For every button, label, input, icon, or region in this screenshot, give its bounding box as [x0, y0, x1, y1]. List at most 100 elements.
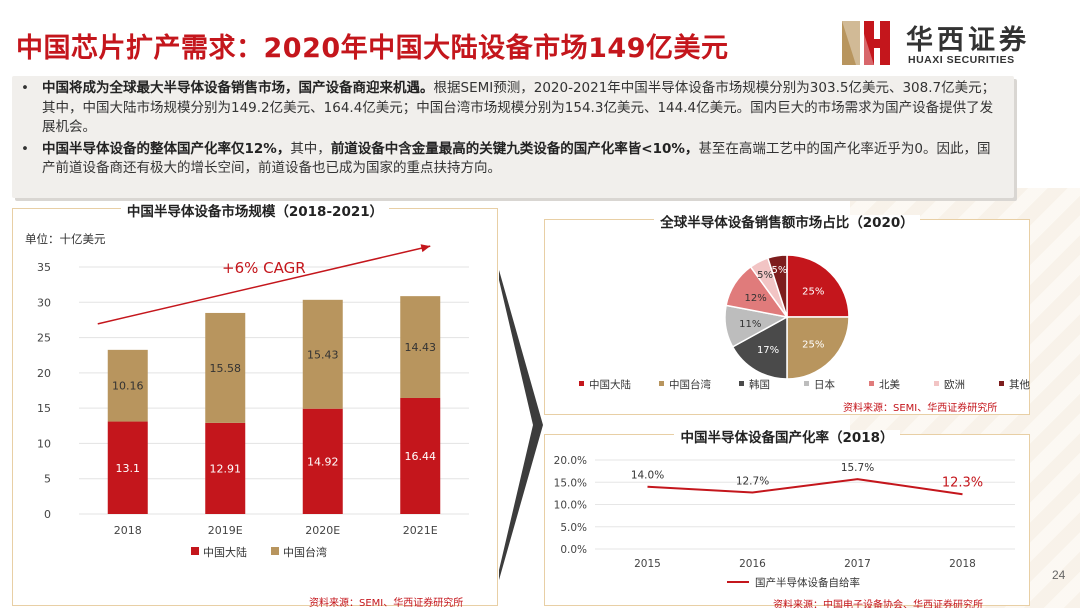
x-tick-label: 2015: [634, 558, 661, 570]
point-label: 15.7%: [841, 462, 874, 474]
source-note: 资料来源：SEMI、华西证券研究所: [843, 403, 998, 414]
y-tick-label: 0.0%: [560, 544, 587, 556]
source-note: 资料来源：SEMI、华西证券研究所: [309, 598, 464, 608]
point-label: 12.7%: [736, 475, 769, 487]
line-chart-panel: 中国半导体设备国产化率（2018） 0.0% 5.0% 10.0% 15.0% 20.0…: [544, 430, 1030, 608]
legend-swatch: [869, 381, 874, 386]
x-tick-label: 2017: [844, 558, 871, 570]
y-tick-label: 20: [37, 367, 51, 380]
x-tick-label: 2019E: [208, 524, 243, 537]
y-tick-label: 35: [37, 261, 51, 274]
legend-label: 中国台湾: [283, 545, 327, 559]
bullet-bold-text: 前道设备中含金量最高的关键九类设备的国产化率皆<10%，: [330, 140, 699, 157]
y-tick-label: 15.0%: [554, 477, 587, 489]
bar-segment: [205, 422, 246, 514]
point-label: 12.3%: [942, 475, 983, 490]
bullet-text: 根据SEMI预测，2020-2021年中国半导体设备市场规模分别为303.5亿美…: [42, 80, 996, 135]
legend-label: 其他: [1009, 378, 1031, 391]
legend-label: 国产半导体设备自给率: [755, 576, 860, 589]
brand-name-english: HUAXI SECURITIES: [908, 54, 1015, 66]
legend-label: 欧洲: [944, 379, 965, 391]
bullet-text: 其中，: [290, 140, 331, 157]
bar-segment: [302, 299, 343, 409]
bullet-text: 甚至在高端工艺中的国产化率近乎为0。因此，国产前道设备商还有极大的增长空间，前道…: [42, 140, 991, 177]
bar-value-label: 13.1: [116, 462, 141, 475]
pie-chart: 25% 25% 17% 11% 12% 5%5% 中国大陆 中国台湾 韩国 日本 北美 欧洲 其他: [579, 254, 1031, 391]
bar-segment: [400, 296, 441, 398]
legend-label: 北美: [879, 378, 900, 391]
brand-name: 华西证券: [906, 25, 1030, 56]
bar-segment: [107, 421, 148, 514]
legend-label: 日本: [814, 378, 835, 391]
bullet-bold-text: 中国将成为全球最大半导体设备销售市场，国产设备商迎来机遇。: [42, 80, 434, 96]
legend-swatch: [659, 381, 664, 386]
y-tick-label: 5.0%: [560, 522, 587, 534]
y-tick-label: 10.0%: [554, 500, 587, 512]
legend-label: 中国台湾: [669, 378, 711, 391]
bar-chart-title: 中国半导体设备市场规模（2018-2021）: [13, 200, 497, 220]
x-tick-label: 2021E: [403, 524, 438, 537]
cagr-arrow-line: [97, 245, 431, 325]
unit-label: 单位：十亿美元: [25, 232, 106, 246]
bar-value-label: 14.43: [405, 341, 437, 354]
pie-slice: [786, 254, 850, 318]
legend-label: 中国大陆: [589, 378, 631, 391]
pie-slice-label: 5%: [757, 270, 773, 281]
x-tick-label: 2016: [739, 558, 766, 570]
bullet-item: 中国半导体设备的整体国产化率仅12%，其中，前道设备中含金量最高的关键九类设备的…: [21, 140, 1004, 179]
x-tick-label: 2018: [114, 524, 142, 537]
cagr-arrow-head: [420, 244, 431, 253]
page-title: 中国芯片扩产需求：2020年中国大陆设备市场149亿美元: [16, 33, 729, 64]
x-tick-label: 2018: [949, 558, 976, 570]
bar-value-label: 16.44: [405, 450, 437, 463]
bullet-bold-text: 中国半导体设备的整体国产化率仅12%，: [42, 140, 291, 157]
summary-box: 中国将成为全球最大半导体设备销售市场，国产设备商迎来机遇。根据SEMI预测，20…: [12, 76, 1014, 198]
bar-value-label: 15.58: [210, 362, 242, 375]
legend-swatch: [271, 547, 279, 555]
x-tick-label: 2020E: [305, 524, 340, 537]
point-label: 14.0%: [631, 470, 664, 482]
bar-segment: [302, 408, 343, 514]
page-number: 24: [1052, 568, 1066, 582]
pie-slice-label: 17%: [757, 345, 779, 356]
bar-segment: [400, 397, 441, 514]
legend-label: 中国大陆: [203, 545, 247, 559]
pie-slice-label: 25%: [802, 339, 824, 350]
legend-label: 韩国: [749, 378, 770, 391]
y-tick-label: 10: [37, 437, 51, 450]
bar-chart-panel: 中国半导体设备市场规模（2018-2021） 单位：十亿美元 0 5 10 15 20 2…: [12, 204, 498, 608]
pie-chart-panel: 全球半导体设备销售额市场占比（2020） 25% 25% 17% 11% 12% 5% 5%…: [544, 215, 1031, 415]
line-series: [647, 478, 963, 496]
y-tick-label: 15: [37, 402, 51, 415]
legend-swatch: [934, 381, 939, 386]
bar-value-label: 15.43: [307, 348, 339, 361]
pie-slice-label: 5%: [771, 265, 787, 276]
legend-swatch: [191, 547, 199, 555]
pie-slice: [766, 254, 788, 318]
source-note: 资料来源：中国电子设备协会、华西证券研究所: [773, 600, 983, 608]
line-chart: 0.0% 5.0% 10.0% 15.0% 20.0% 14.0% 2015 12.7% 201…: [554, 455, 1015, 589]
bar-value-label: 10.16: [112, 380, 144, 393]
pie-slice-label: 11%: [739, 319, 761, 330]
cagr-annotation: +6% CAGR: [222, 259, 306, 277]
y-tick-label: 25: [37, 332, 51, 345]
pie-slice-label: 25%: [802, 287, 824, 298]
pie-chart-title: 全球半导体设备销售额市场占比（2020）: [545, 211, 1029, 231]
divider-chevron: [499, 270, 543, 580]
y-tick-label: 5: [44, 473, 51, 486]
bar-segment: [205, 312, 246, 423]
bar-chart: 0 5 10 15 20 25 30 35 13.1 10.16 2018 12.91 15.58 201…: [37, 244, 469, 559]
pie-slice: [731, 315, 788, 380]
line-chart-title: 中国半导体设备国产化率（2018）: [545, 426, 1029, 446]
legend-swatch: [739, 381, 744, 386]
header: 中国芯片扩产需求：2020年中国大陆设备市场149亿美元 华西证券 HUAXI …: [0, 0, 1080, 68]
pie-slice: [786, 316, 850, 380]
bullet-item: 中国将成为全球最大半导体设备销售市场，国产设备商迎来机遇。根据SEMI预测，20…: [21, 79, 1004, 138]
pie-slice-label: 12%: [744, 293, 766, 304]
huaxi-logo-icon: [842, 21, 890, 65]
y-tick-label: 0: [44, 508, 51, 521]
bar-value-label: 14.92: [307, 455, 339, 468]
bar-value-label: 12.91: [210, 462, 242, 475]
y-tick-label: 20.0%: [554, 455, 587, 467]
legend-swatch: [999, 381, 1004, 386]
